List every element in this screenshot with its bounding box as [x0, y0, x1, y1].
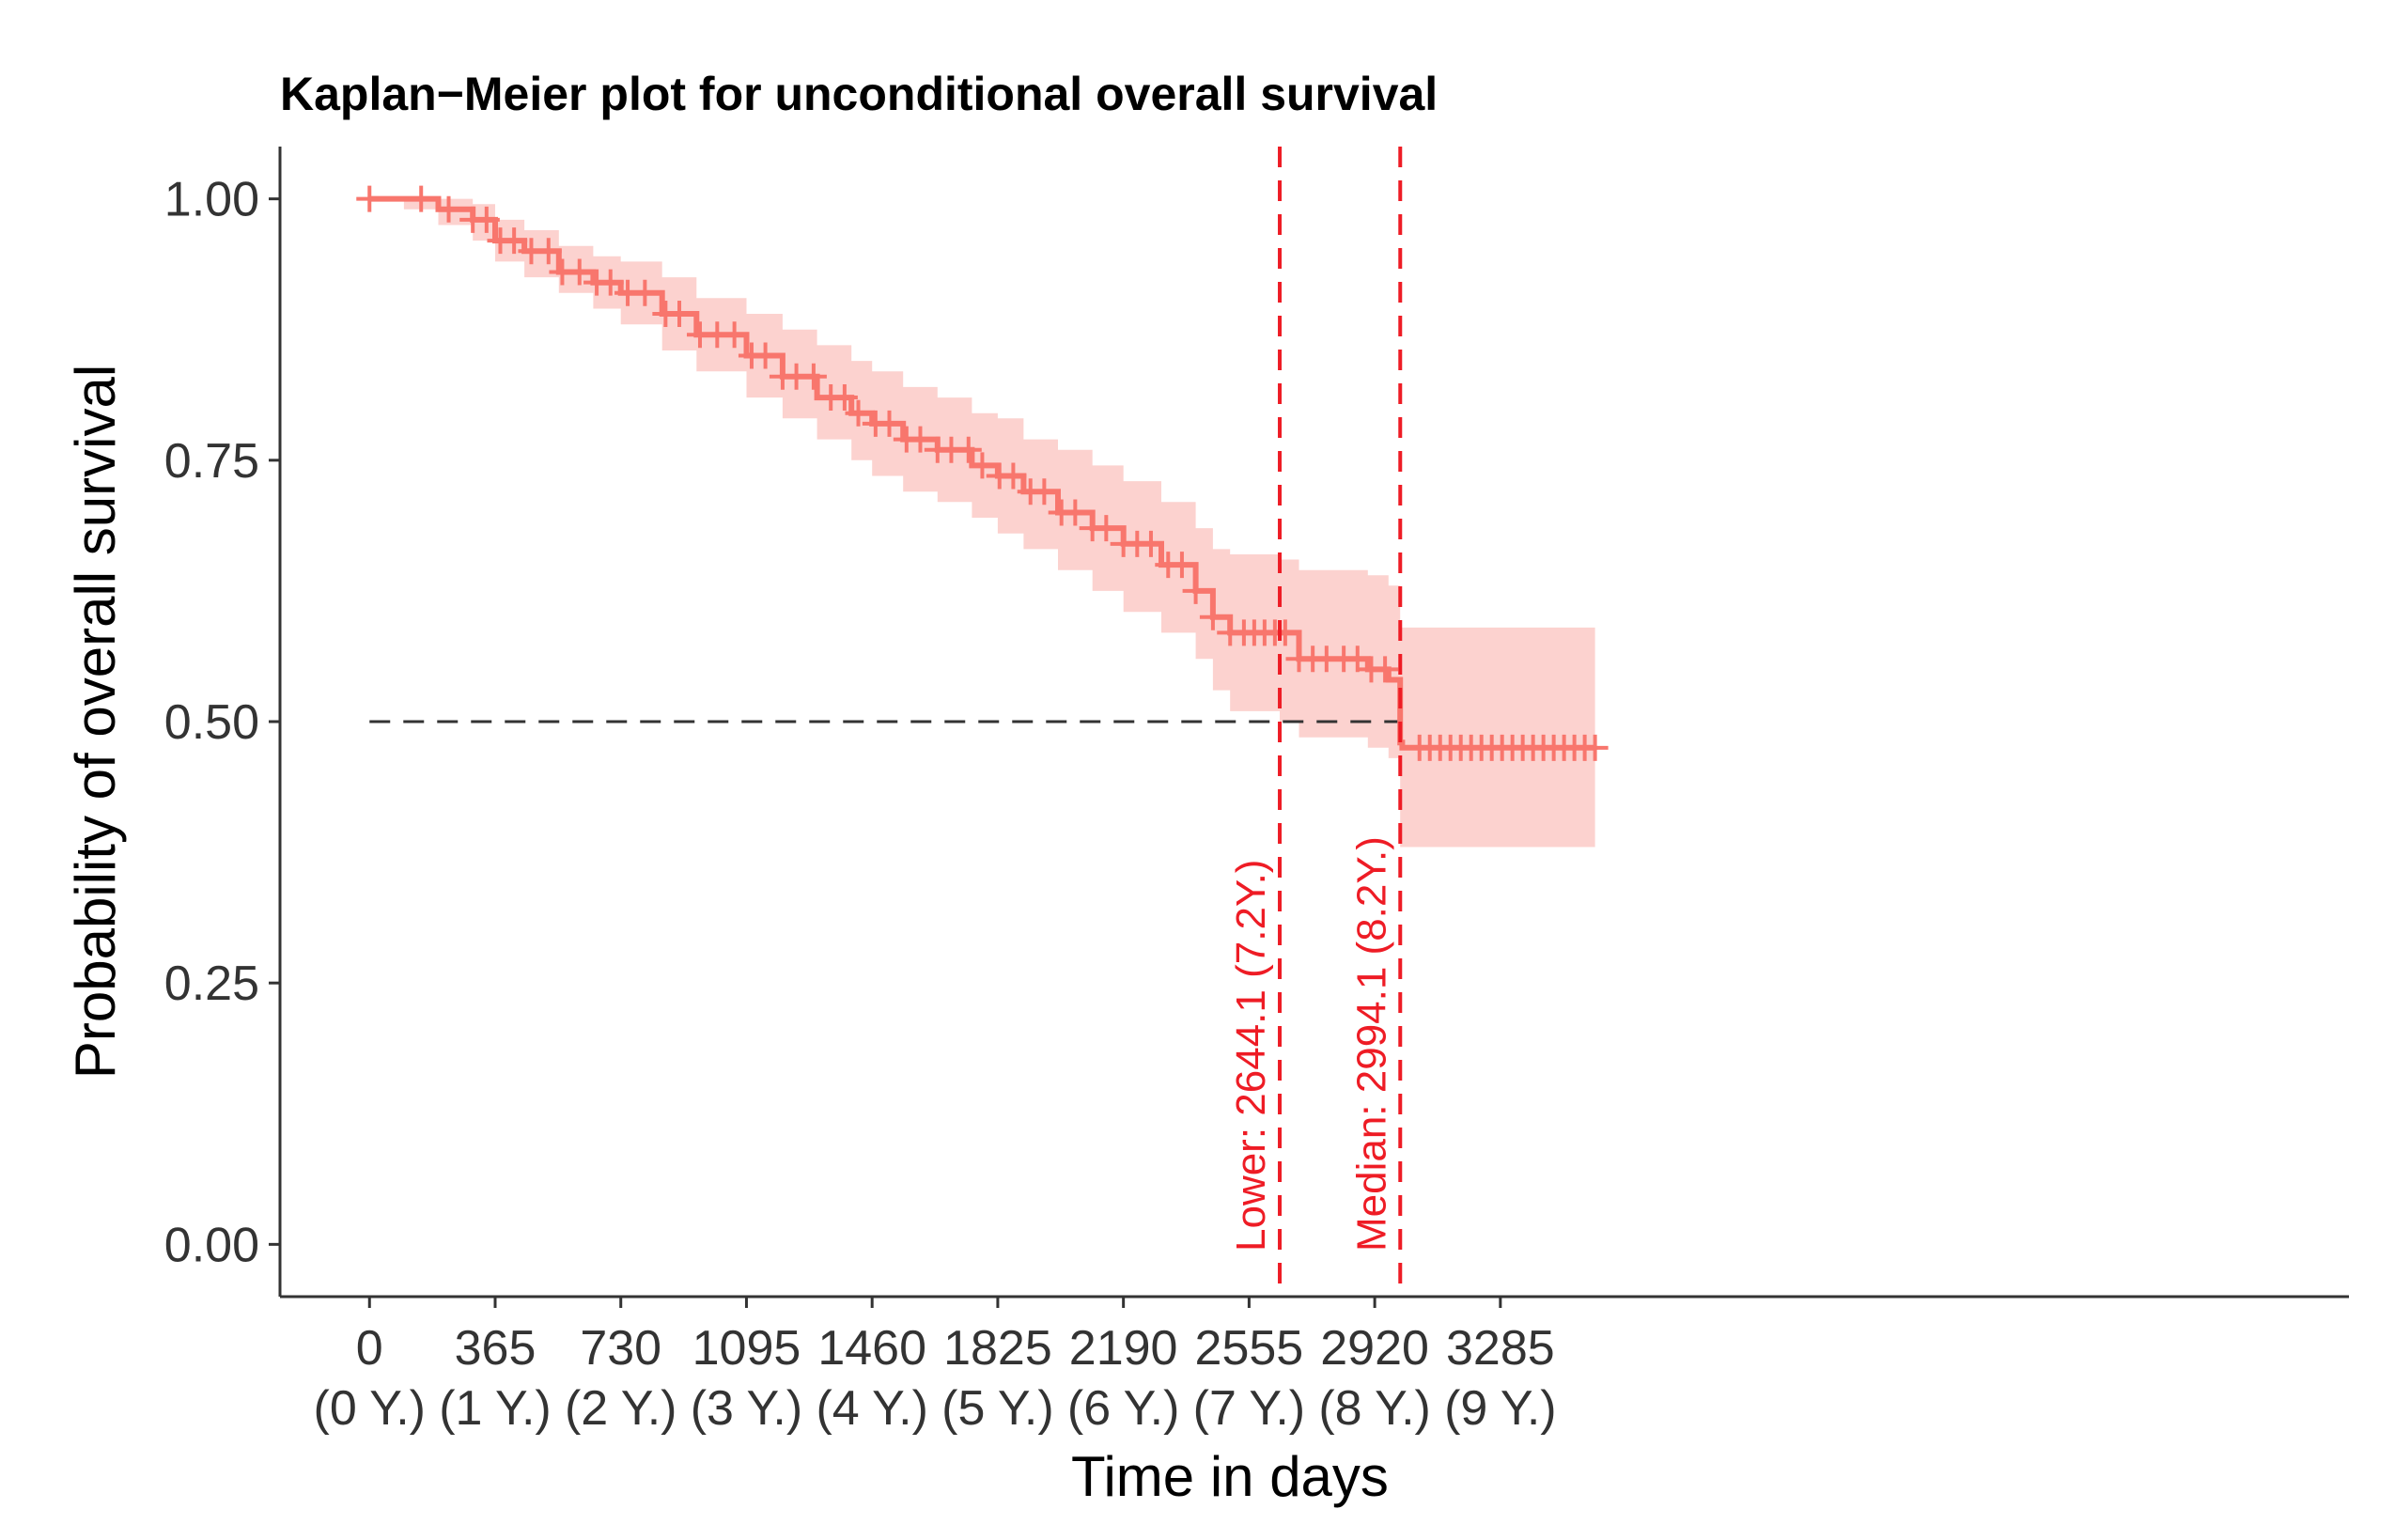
x-tick-sublabel: (2 Y.) — [565, 1381, 677, 1436]
x-axis-ticks: 0 365 730 1095 1460 1825 2190 2555 2920 … — [314, 1297, 1557, 1436]
censor-mark — [535, 238, 562, 265]
x-tick-label: 2920 — [1320, 1321, 1429, 1376]
x-tick-sublabel: (7 Y.) — [1193, 1381, 1306, 1436]
censor-mark — [566, 258, 593, 286]
x-tick-label: 730 — [580, 1321, 661, 1376]
x-tick-label: 2555 — [1195, 1321, 1304, 1376]
x-tick-sublabel: (8 Y.) — [1318, 1381, 1431, 1436]
x-tick-label: 1460 — [817, 1321, 926, 1376]
censor-mark — [1000, 462, 1027, 490]
censor-mark — [1062, 499, 1089, 526]
x-tick-sublabel: (1 Y.) — [439, 1381, 552, 1436]
censor-mark — [1199, 603, 1226, 630]
censor-mark — [1168, 552, 1195, 579]
x-tick-label: 1095 — [692, 1321, 801, 1376]
x-tick-label: 1825 — [943, 1321, 1052, 1376]
censor-marks — [356, 185, 1609, 761]
y-tick-label: 0.00 — [164, 1218, 259, 1272]
confidence-band — [369, 198, 1595, 848]
x-tick-sublabel: (5 Y.) — [941, 1381, 1054, 1436]
x-tick-sublabel: (9 Y.) — [1444, 1381, 1557, 1436]
censor-mark — [501, 227, 528, 255]
x-tick-label: 3285 — [1446, 1321, 1555, 1376]
censor-mark — [473, 206, 500, 233]
censor-mark — [969, 452, 996, 479]
median-annotation: Median: 2994.1 (8.2Y.) — [1348, 836, 1394, 1252]
y-axis-ticks: 0.00 0.25 0.50 0.75 1.00 — [164, 173, 280, 1272]
censor-mark — [356, 185, 383, 212]
x-tick-label: 365 — [455, 1321, 537, 1376]
plot-area: Lower: 2644.1 (7.2Y.) Median: 2994.1 (8.… — [356, 147, 1609, 1297]
censor-mark — [1372, 656, 1399, 683]
censor-mark — [1137, 530, 1164, 557]
y-axis-title: Probability of overall survival — [64, 365, 127, 1079]
x-tick-sublabel: (4 Y.) — [816, 1381, 928, 1436]
censor-mark — [1271, 619, 1299, 646]
censor-mark — [955, 436, 982, 463]
censor-mark — [597, 269, 624, 296]
censor-mark — [435, 195, 462, 223]
x-tick-label: 0 — [356, 1321, 383, 1376]
censor-mark — [1344, 646, 1371, 673]
x-tick-sublabel: (3 Y.) — [691, 1381, 803, 1436]
censor-mark — [876, 410, 903, 437]
x-axis-title: Time in days — [1071, 1445, 1389, 1508]
censor-mark — [666, 301, 693, 328]
censor-mark — [1581, 734, 1609, 761]
censor-mark — [631, 279, 659, 306]
y-tick-label: 0.25 — [164, 957, 259, 1011]
censor-mark — [845, 399, 872, 427]
censor-mark — [1182, 577, 1209, 604]
y-tick-label: 0.75 — [164, 434, 259, 489]
censor-mark — [1093, 515, 1120, 542]
chart-title: Kaplan−Meier plot for unconditional over… — [280, 68, 1438, 120]
censor-mark — [408, 185, 435, 212]
censor-mark — [752, 342, 779, 369]
x-tick-label: 2190 — [1069, 1321, 1178, 1376]
lower-annotation: Lower: 2644.1 (7.2Y.) — [1228, 860, 1274, 1252]
y-tick-label: 0.50 — [164, 695, 259, 750]
censor-mark — [721, 321, 748, 349]
censor-mark — [1031, 478, 1058, 506]
y-tick-label: 1.00 — [164, 173, 259, 227]
censor-mark — [800, 363, 827, 390]
censor-mark — [831, 384, 858, 412]
censor-mark — [907, 426, 934, 453]
x-tick-sublabel: (0 Y.) — [314, 1381, 427, 1436]
x-tick-sublabel: (6 Y.) — [1067, 1381, 1180, 1436]
